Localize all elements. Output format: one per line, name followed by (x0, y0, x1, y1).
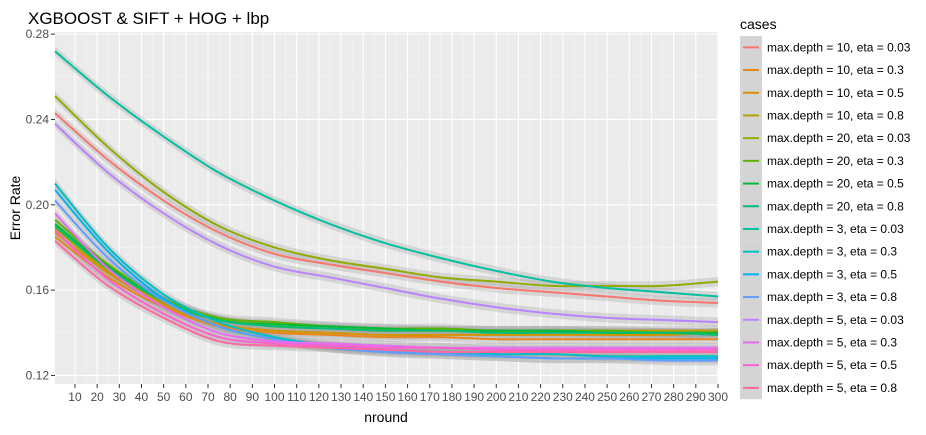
legend-label: max.depth = 3, eta = 0.3 (767, 245, 897, 259)
legend-label: max.depth = 10, eta = 0.3 (767, 63, 904, 77)
x-tick-label: 280 (664, 390, 684, 404)
chart-title: XGBOOST & SIFT + HOG + lbp (28, 9, 269, 28)
legend-label: max.depth = 5, eta = 0.5 (767, 358, 897, 372)
x-axis-label: nround (364, 409, 408, 425)
x-tick-label: 80 (223, 390, 237, 404)
x-tick-label: 300 (708, 390, 728, 404)
series-line (54, 231, 719, 337)
legend-label: max.depth = 20, eta = 0.03 (767, 131, 911, 145)
x-tick-label: 210 (508, 390, 528, 404)
y-tick-label: 0.16 (26, 283, 50, 297)
legend-label: max.depth = 20, eta = 0.3 (767, 154, 904, 168)
x-tick-label: 190 (464, 390, 484, 404)
x-tick-label: 170 (420, 390, 440, 404)
x-axis: 10 20 30 40 50 60 70 80 90 100 110 120 130 140 150 160 1… (68, 384, 728, 404)
legend-item: max.depth = 3, eta = 0.8 (740, 285, 897, 309)
legend-item: max.depth = 5, eta = 0.8 (740, 376, 897, 400)
x-tick-label: 30 (113, 390, 127, 404)
legend-label: max.depth = 3, eta = 0.8 (767, 290, 897, 304)
legend-label: max.depth = 20, eta = 0.8 (767, 199, 904, 213)
legend-item: max.depth = 5, eta = 0.3 (740, 331, 897, 354)
y-axis: 0.12 0.16 0.20 0.24 0.28 (26, 27, 55, 382)
series-lines (54, 50, 719, 362)
legend-item: max.depth = 5, eta = 0.5 (740, 353, 897, 377)
x-tick-label: 240 (575, 390, 595, 404)
series-line (54, 240, 718, 354)
x-tick-label: 100 (265, 390, 285, 404)
series-line (54, 95, 719, 288)
grid-minor (55, 32, 718, 384)
x-tick-label: 50 (157, 390, 171, 404)
x-tick-label: 120 (309, 390, 329, 404)
x-tick-label: 90 (246, 390, 260, 404)
x-tick-label: 200 (486, 390, 506, 404)
x-tick-label: 160 (398, 390, 418, 404)
series-line (54, 112, 719, 304)
x-tick-label: 60 (179, 390, 193, 404)
x-tick-label: 270 (641, 390, 661, 404)
legend-item: max.depth = 20, eta = 0.3 (740, 149, 904, 173)
x-tick-label: 290 (686, 390, 706, 404)
legend-item: max.depth = 10, eta = 0.3 (740, 58, 904, 82)
legend-label: max.depth = 5, eta = 0.3 (767, 335, 897, 349)
legend-item: max.depth = 3, eta = 0.03 (740, 217, 904, 241)
legend-label: max.depth = 3, eta = 0.5 (767, 267, 897, 281)
x-tick-label: 110 (287, 390, 306, 404)
series-line (54, 122, 719, 324)
series-line (54, 229, 718, 352)
legend: cases max.depth = 10, eta = 0.03max.dept… (740, 16, 911, 400)
y-axis-label: Error Rate (7, 176, 23, 241)
x-tick-label: 40 (135, 390, 149, 404)
legend-label: max.depth = 10, eta = 0.03 (767, 40, 911, 54)
legend-label: max.depth = 20, eta = 0.5 (767, 177, 904, 191)
legend-item: max.depth = 20, eta = 0.8 (740, 194, 904, 218)
x-tick-label: 250 (597, 390, 617, 404)
x-tick-label: 10 (68, 390, 82, 404)
x-tick-label: 20 (90, 390, 104, 404)
series-line (54, 50, 719, 298)
x-tick-label: 230 (553, 390, 573, 404)
y-tick-label: 0.24 (26, 112, 50, 126)
x-tick-label: 150 (375, 390, 395, 404)
legend-label: max.depth = 10, eta = 0.5 (767, 86, 904, 100)
legend-item: max.depth = 3, eta = 0.3 (740, 240, 897, 263)
x-tick-label: 70 (201, 390, 215, 404)
legend-items: max.depth = 10, eta = 0.03 max.depth = 10… (740, 36, 911, 400)
x-tick-label: 180 (442, 390, 462, 404)
x-tick-label: 260 (619, 390, 639, 404)
legend-item: max.depth = 10, eta = 0.5 (740, 81, 904, 105)
series-line (54, 212, 718, 349)
legend-item: max.depth = 20, eta = 0.5 (740, 172, 904, 195)
x-tick-label: 140 (353, 390, 373, 404)
y-tick-label: 0.28 (26, 27, 50, 41)
legend-item: max.depth = 10, eta = 0.8 (740, 104, 904, 127)
x-tick-label: 220 (531, 390, 551, 404)
series-line (54, 199, 719, 362)
y-tick-label: 0.12 (26, 368, 50, 382)
legend-title: cases (740, 16, 777, 32)
legend-item: max.depth = 20, eta = 0.03 (740, 126, 911, 150)
legend-label: max.depth = 3, eta = 0.03 (767, 222, 904, 236)
legend-item: max.depth = 5, eta = 0.03 (740, 308, 904, 332)
y-tick-label: 0.20 (26, 198, 50, 212)
legend-item: max.depth = 3, eta = 0.5 (740, 263, 897, 286)
legend-item: max.depth = 10, eta = 0.03 (740, 36, 911, 59)
legend-label: max.depth = 10, eta = 0.8 (767, 108, 904, 122)
legend-label: max.depth = 5, eta = 0.03 (767, 313, 904, 327)
legend-label: max.depth = 5, eta = 0.8 (767, 381, 897, 395)
x-tick-label: 130 (331, 390, 351, 404)
series-ribbon (55, 119, 718, 327)
